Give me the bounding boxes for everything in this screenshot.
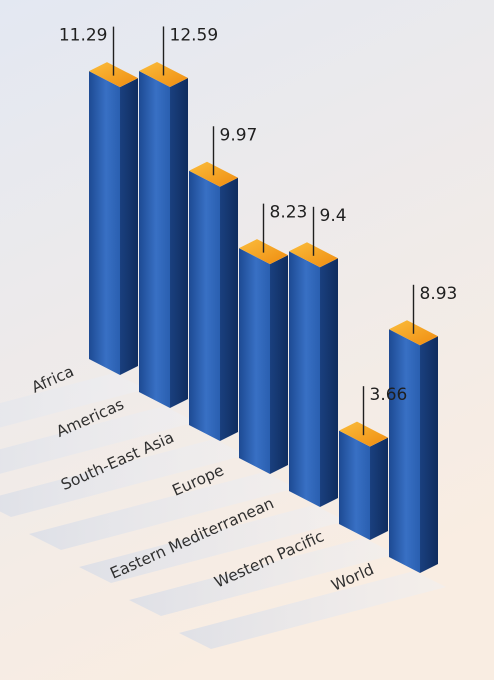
category-band-western-pacific [129,538,396,616]
bar-side-south-east-asia [220,177,238,441]
bar-side-americas [170,77,188,408]
bar-side-europe [270,255,288,474]
bar-western-pacific [339,421,388,540]
bars [89,61,438,573]
bar-side-western-pacific [370,437,388,540]
bar-side-africa [120,78,138,375]
bar-front-africa [89,71,120,375]
category-band-world [179,571,446,649]
value-label-eastern-mediterranean: 9.4 [320,206,347,226]
value-label-western-pacific: 3.66 [370,385,408,405]
bar-europe [239,239,288,474]
value-label-world: 8.93 [420,284,458,304]
bar-south-east-asia [189,161,238,441]
value-label-europe: 8.23 [270,203,308,223]
category-band-south-east-asia [0,439,246,517]
category-band-africa [0,373,146,428]
bar-americas [139,61,188,408]
bar-front-south-east-asia [189,170,220,441]
category-band-eastern-mediterranean [79,505,346,583]
bar-front-world [389,329,420,573]
bar-front-western-pacific [339,430,370,540]
category-bands [0,373,446,649]
bar-front-eastern-mediterranean [289,251,320,507]
bar-eastern-mediterranean [289,242,338,507]
category-band-europe [29,472,296,550]
value-label-africa: 11.29 [59,26,108,46]
bar-side-eastern-mediterranean [320,258,338,507]
value-labels: 11.29 12.59 9.97 8.23 9.4 3.66 8.93 [59,25,458,436]
value-label-americas: 12.59 [170,25,219,45]
value-label-south-east-asia: 9.97 [220,125,258,145]
category-band-americas [0,406,196,474]
bar-world [389,320,438,573]
bar-side-world [420,336,438,573]
bar-front-europe [239,248,270,474]
bar-front-americas [139,70,170,408]
bar-africa [89,62,138,375]
